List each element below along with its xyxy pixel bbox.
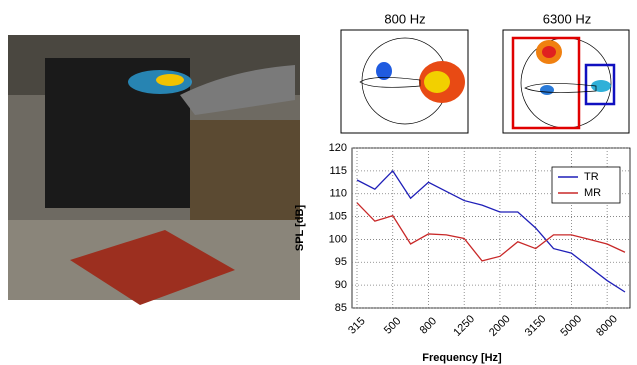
y-axis-label: SPL [dB] <box>294 205 306 252</box>
y-tick-label: 110 <box>329 188 347 200</box>
legend-label: MR <box>584 187 601 199</box>
x-tick-label: 5000 <box>558 313 584 339</box>
legend-label: TR <box>584 171 599 183</box>
x-tick-label: 3150 <box>523 313 549 339</box>
x-axis-label: Frequency [Hz] <box>422 352 502 364</box>
y-tick-label: 100 <box>329 233 347 245</box>
line-series <box>356 202 626 262</box>
x-tick-label: 500 <box>382 315 403 336</box>
map-800 <box>340 29 469 134</box>
line-series <box>356 169 626 293</box>
x-tick-label: 1250 <box>451 313 477 339</box>
x-tick-label: 8000 <box>594 313 620 339</box>
x-tick-label: 315 <box>346 315 367 336</box>
y-tick-label: 120 <box>329 142 347 154</box>
legend-box <box>551 166 621 204</box>
map-6300 <box>502 29 630 134</box>
line-chart: 85 90 95 100 105 110 115 120 315 500 800 1250 2000 31… <box>329 142 631 339</box>
photo <box>8 35 300 305</box>
x-tick-label: 800 <box>418 315 439 336</box>
x-tick-label: 2000 <box>487 313 513 339</box>
map-label: 6300 Hz <box>543 11 591 26</box>
y-tick-label: 90 <box>335 279 347 291</box>
y-tick-label: 115 <box>329 165 347 177</box>
map-label: 800 Hz <box>384 11 425 26</box>
y-tick-label: 105 <box>329 210 347 222</box>
y-tick-label: 85 <box>335 302 347 314</box>
y-tick-label: 95 <box>335 256 347 268</box>
